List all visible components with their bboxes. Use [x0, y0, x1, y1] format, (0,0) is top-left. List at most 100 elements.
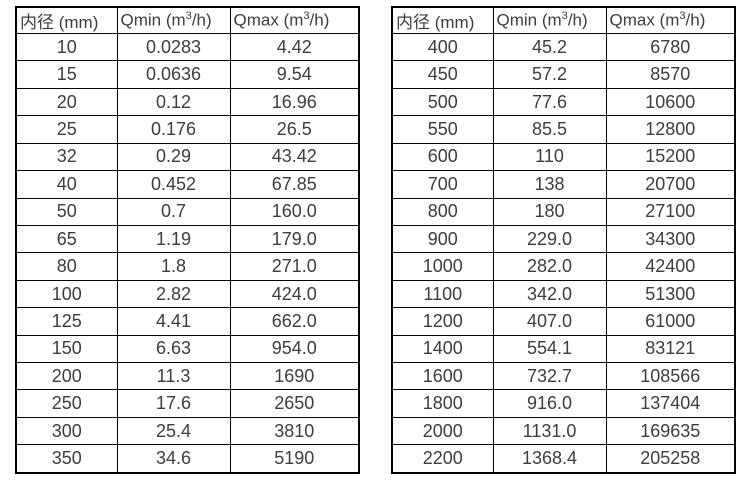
- table-cell: 138: [492, 170, 607, 199]
- table-body: 400 45.2 6780 450 57.2 8570 500 77.6 10600 550 85.…: [391, 32, 736, 474]
- table-cell: 2650: [229, 389, 360, 418]
- table-cell: 662.0: [229, 307, 360, 336]
- table-cell: 15200: [605, 142, 736, 172]
- table-cell: 1000: [391, 252, 494, 281]
- table-cell: 137404: [605, 389, 736, 418]
- table-cell: 250: [15, 389, 118, 418]
- table-header: 内径 (mm) Qmin (m3/h) Qmax (m3/h): [391, 6, 736, 34]
- table-row: 1200 407.0 61000: [391, 307, 736, 336]
- table-cell: 45.2: [492, 32, 607, 62]
- table-cell: 200: [15, 362, 118, 391]
- table-cell: 2.82: [116, 279, 231, 309]
- table-row: 10 0.0283 4.42: [15, 32, 360, 62]
- table-cell: 600: [391, 142, 494, 172]
- table-cell: 400: [391, 32, 494, 62]
- table-cell: 17.6: [116, 389, 231, 418]
- table-cell: 8570: [605, 60, 736, 89]
- table-cell: 77.6: [492, 87, 607, 117]
- table-cell: 0.176: [116, 115, 231, 144]
- table-cell: 229.0: [492, 224, 607, 254]
- table-cell: 0.452: [116, 170, 231, 199]
- table-cell: 1131.0: [492, 416, 607, 446]
- table-cell: 25: [15, 115, 118, 144]
- table-cell: 67.85: [229, 170, 360, 199]
- table-cell: 424.0: [229, 279, 360, 309]
- table-row: 700 138 20700: [391, 170, 736, 199]
- table-row: 80 1.8 271.0: [15, 252, 360, 281]
- table-cell: 350: [15, 444, 118, 474]
- table-row: 600 110 15200: [391, 142, 736, 172]
- table-row: 20 0.12 16.96: [15, 87, 360, 117]
- table-cell: 25.4: [116, 416, 231, 446]
- table-cell: 1100: [391, 279, 494, 309]
- table-cell: 34.6: [116, 444, 231, 474]
- table-row: 2200 1368.4 205258: [391, 444, 736, 474]
- header-cell: Qmin (m3/h): [116, 6, 231, 34]
- table-row: 200 11.3 1690: [15, 362, 360, 391]
- header-cell: 内径 (mm): [391, 6, 494, 34]
- table-cell: 342.0: [492, 279, 607, 309]
- header-cell: 内径 (mm): [15, 6, 118, 34]
- table-cell: 169635: [605, 416, 736, 446]
- table-cell: 500: [391, 87, 494, 117]
- table-row: 400 45.2 6780: [391, 32, 736, 62]
- table-cell: 179.0: [229, 224, 360, 254]
- table-cell: 1200: [391, 307, 494, 336]
- table-cell: 300: [15, 416, 118, 446]
- table-cell: 125: [15, 307, 118, 336]
- table-cell: 16.96: [229, 87, 360, 117]
- table-cell: 954.0: [229, 334, 360, 364]
- table-cell: 700: [391, 170, 494, 199]
- table-cell: 85.5: [492, 115, 607, 144]
- table-cell: 10600: [605, 87, 736, 117]
- table-row: 125 4.41 662.0: [15, 307, 360, 336]
- table-cell: 0.29: [116, 142, 231, 172]
- table-cell: 150: [15, 334, 118, 364]
- table-cell: 6780: [605, 32, 736, 62]
- table-cell: 1800: [391, 389, 494, 418]
- table-header: 内径 (mm) Qmin (m3/h) Qmax (m3/h): [15, 6, 360, 34]
- header-cell: Qmin (m3/h): [492, 6, 607, 34]
- header-row: 内径 (mm) Qmin (m3/h) Qmax (m3/h): [391, 6, 736, 34]
- flow-rate-table-left: 内径 (mm) Qmin (m3/h) Qmax (m3/h) 10 0.0283 4.…: [15, 6, 360, 474]
- table-body: 10 0.0283 4.42 15 0.0636 9.54 20 0.12 16.96 25 0.1…: [15, 32, 360, 474]
- table-row: 150 6.63 954.0: [15, 334, 360, 364]
- table-row: 800 180 27100: [391, 197, 736, 226]
- table-cell: 732.7: [492, 362, 607, 391]
- table-cell: 61000: [605, 307, 736, 336]
- table-row: 350 34.6 5190: [15, 444, 360, 474]
- table-cell: 32: [15, 142, 118, 172]
- table-cell: 15: [15, 60, 118, 89]
- table-row: 1800 916.0 137404: [391, 389, 736, 418]
- table-row: 450 57.2 8570: [391, 60, 736, 89]
- table-cell: 12800: [605, 115, 736, 144]
- table-cell: 5190: [229, 444, 360, 474]
- table-cell: 0.12: [116, 87, 231, 117]
- header-row: 内径 (mm) Qmin (m3/h) Qmax (m3/h): [15, 6, 360, 34]
- table-cell: 1690: [229, 362, 360, 391]
- table-cell: 0.0283: [116, 32, 231, 62]
- table-row: 25 0.176 26.5: [15, 115, 360, 144]
- table-cell: 6.63: [116, 334, 231, 364]
- table-cell: 100: [15, 279, 118, 309]
- table-cell: 2200: [391, 444, 494, 474]
- table-cell: 1.19: [116, 224, 231, 254]
- table-row: 500 77.6 10600: [391, 87, 736, 117]
- table-cell: 450: [391, 60, 494, 89]
- table-cell: 34300: [605, 224, 736, 254]
- table-row: 100 2.82 424.0: [15, 279, 360, 309]
- table-cell: 11.3: [116, 362, 231, 391]
- table-cell: 20: [15, 87, 118, 117]
- table-cell: 1400: [391, 334, 494, 364]
- table-cell: 205258: [605, 444, 736, 474]
- table-cell: 65: [15, 224, 118, 254]
- table-row: 300 25.4 3810: [15, 416, 360, 446]
- table-row: 250 17.6 2650: [15, 389, 360, 418]
- table-cell: 2000: [391, 416, 494, 446]
- table-cell: 50: [15, 197, 118, 226]
- table-cell: 20700: [605, 170, 736, 199]
- table-row: 1400 554.1 83121: [391, 334, 736, 364]
- table-cell: 80: [15, 252, 118, 281]
- table-cell: 4.41: [116, 307, 231, 336]
